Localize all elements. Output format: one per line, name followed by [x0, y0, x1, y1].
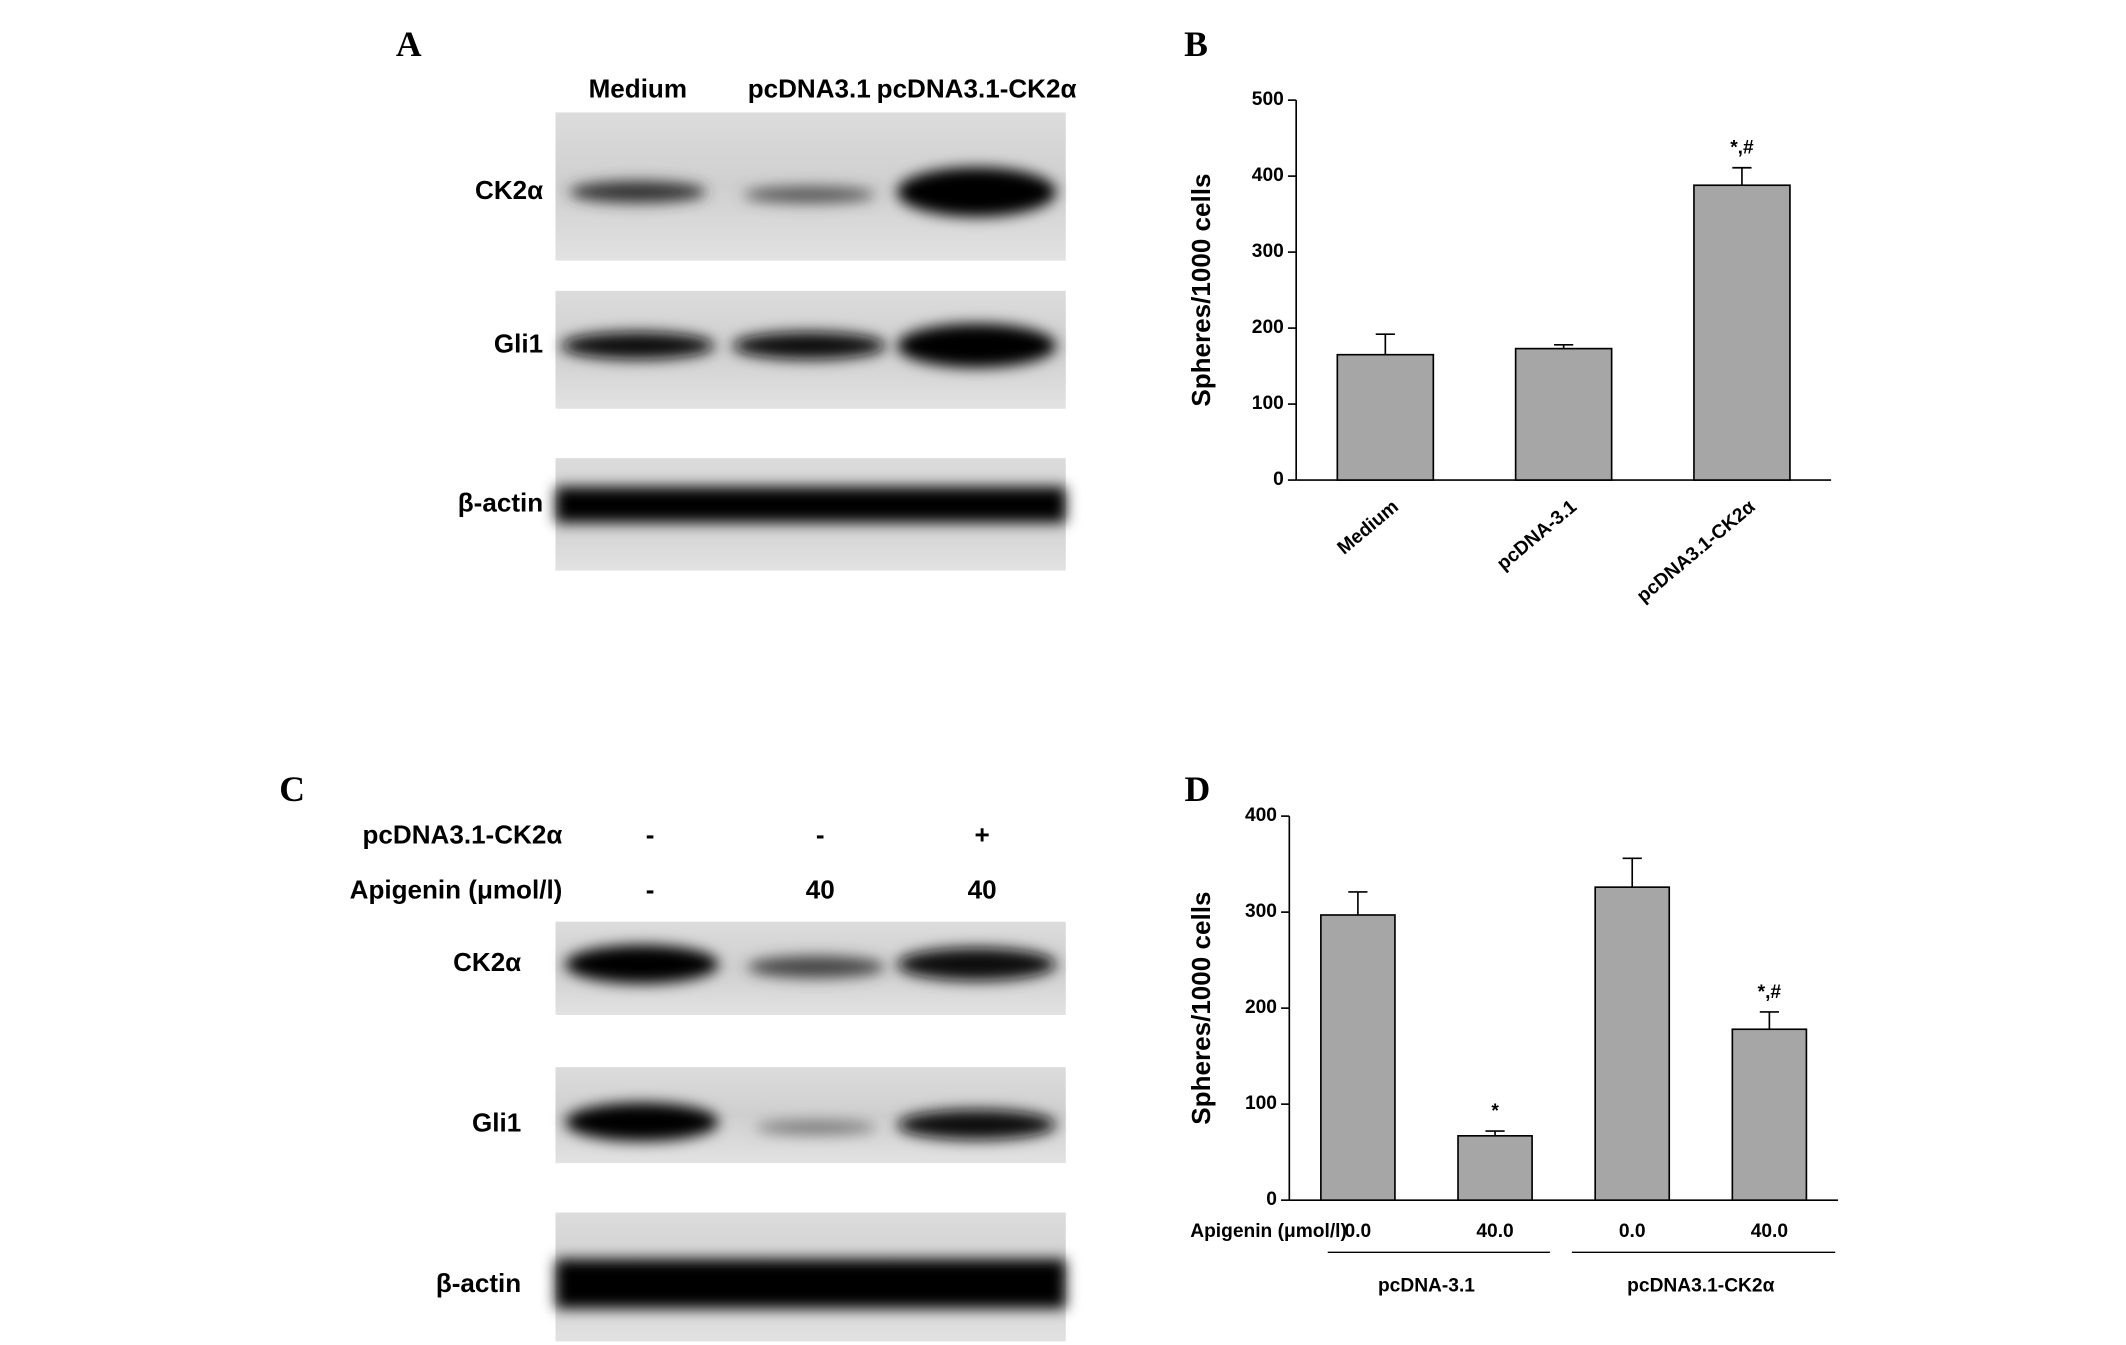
group-label: pcDNA3.1-CK2α [1627, 1276, 1774, 1297]
y-axis-label: Spheres/1000 cells [1186, 174, 1216, 407]
x-tick-label: pcDNA3.1-CK2α [1633, 496, 1759, 607]
x-tick-label: 0.0 [1345, 1221, 1372, 1242]
bar [1336, 353, 1435, 481]
condition-label: pcDNA3.1-CK2α [363, 820, 563, 850]
bar [1514, 347, 1613, 481]
y-tick-label: 200 [1252, 317, 1284, 338]
y-tick-label: 300 [1245, 901, 1277, 922]
x-tick-label: 40.0 [1751, 1221, 1788, 1242]
panel-label: B [1184, 24, 1208, 64]
condition-value: + [974, 820, 989, 850]
y-tick-label: 100 [1245, 1093, 1277, 1114]
x-tick-label: 40.0 [1476, 1221, 1513, 1242]
condition-value: 40 [968, 874, 997, 904]
bar [1693, 184, 1791, 481]
group-label: pcDNA-3.1 [1378, 1276, 1475, 1297]
y-tick-label: 400 [1245, 805, 1277, 826]
row-label: β-actin [436, 1268, 521, 1298]
condition-label: Apigenin (μmol/l) [350, 874, 563, 904]
y-tick-label: 200 [1245, 997, 1277, 1018]
bar [1457, 1135, 1533, 1201]
lane-label: pcDNA3.1-CK2α [877, 73, 1077, 103]
condition-value: - [646, 874, 655, 904]
condition-value: - [646, 820, 655, 850]
x-tick-label: 0.0 [1619, 1221, 1646, 1242]
annotation: * [1491, 1101, 1499, 1122]
row-label: Gli1 [472, 1108, 521, 1138]
y-axis-label: Spheres/1000 cells [1186, 892, 1216, 1125]
bar [1320, 914, 1396, 1201]
row-label: Gli1 [494, 329, 543, 359]
x-axis-label: Apigenin (μmol/l) [1190, 1221, 1347, 1242]
row-label: CK2α [453, 947, 521, 977]
y-tick-label: 300 [1252, 241, 1284, 262]
panel-label: A [396, 24, 422, 64]
condition-value: 40 [806, 874, 835, 904]
row-label: β-actin [458, 488, 543, 518]
annotation: *,# [1730, 138, 1754, 159]
panel-label: C [279, 769, 305, 809]
condition-value: - [816, 820, 825, 850]
annotation: *,# [1758, 982, 1782, 1003]
y-tick-label: 500 [1252, 89, 1284, 110]
blot-c-image [555, 921, 1066, 1342]
lane-label: pcDNA3.1 [748, 73, 871, 103]
row-label: CK2α [475, 175, 543, 205]
y-tick-label: 100 [1252, 393, 1284, 414]
panel-label: D [1185, 769, 1211, 809]
x-tick-label: Medium [1334, 496, 1403, 559]
y-tick-label: 0 [1273, 469, 1284, 490]
bar [1594, 886, 1671, 1201]
x-tick-label: pcDNA-3.1 [1493, 496, 1581, 575]
y-tick-label: 400 [1252, 165, 1284, 186]
lane-label: Medium [589, 73, 687, 103]
blot-a-image [555, 112, 1066, 571]
y-tick-label: 0 [1266, 1189, 1277, 1210]
bar [1731, 1028, 1808, 1201]
